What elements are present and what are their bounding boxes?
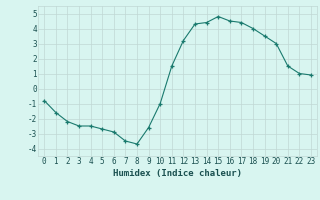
X-axis label: Humidex (Indice chaleur): Humidex (Indice chaleur): [113, 169, 242, 178]
